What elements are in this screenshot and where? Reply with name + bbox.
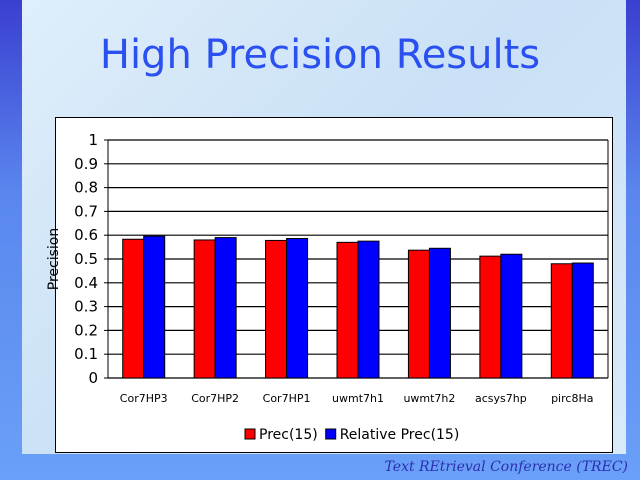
footer-text: Text REtrieval Conference (TREC) (384, 459, 628, 475)
y-tick-label: 0.9 (74, 155, 98, 173)
legend-swatch (325, 428, 337, 440)
x-tick-label: Cor7HP1 (263, 392, 311, 405)
y-tick-label: 0.3 (74, 298, 98, 316)
x-tick-label: uwmt7h2 (403, 392, 455, 405)
bar-relative-prec-uwmt7h1 (357, 240, 380, 379)
bar-relative-prec-uwmt7h2 (428, 247, 451, 379)
bar-prec-Cor7HP2 (193, 239, 216, 379)
legend-label: Prec(15) (259, 427, 318, 443)
x-tick-label: Cor7HP3 (120, 392, 168, 405)
y-tick-label: 0 (88, 369, 98, 387)
x-tick-label: pirc8Ha (551, 392, 593, 405)
y-tick-label: 0.2 (74, 321, 98, 339)
y-tick-label: 0.7 (74, 202, 98, 220)
bar-relative-prec-pirc8Ha (571, 262, 594, 379)
y-tick-label: 0.4 (74, 274, 98, 292)
y-tick-label: 0.6 (74, 226, 98, 244)
bar-relative-prec-acsys7hp (500, 253, 523, 379)
bar-relative-prec-Cor7HP3 (143, 235, 166, 379)
bar-prec-uwmt7h1 (336, 241, 359, 379)
y-tick-label: 1 (88, 131, 98, 149)
y-tick-label: 0.1 (74, 345, 98, 363)
bar-relative-prec-Cor7HP2 (214, 237, 237, 379)
bar-prec-Cor7HP1 (265, 239, 288, 379)
legend-swatch (244, 428, 256, 440)
x-tick-label: Cor7HP2 (191, 392, 239, 405)
y-tick-label: 0.8 (74, 179, 98, 197)
legend-label: Relative Prec(15) (340, 427, 460, 443)
bar-relative-prec-Cor7HP1 (286, 238, 309, 379)
y-tick-label: 0.5 (74, 250, 98, 268)
x-tick-label: uwmt7h1 (332, 392, 384, 405)
bar-prec-uwmt7h2 (407, 249, 430, 379)
slide-title: High Precision Results (99, 32, 541, 78)
bar-prec-acsys7hp (479, 255, 502, 379)
bar-prec-pirc8Ha (550, 263, 573, 379)
y-axis-label: Precision (46, 228, 62, 290)
bar-prec-Cor7HP3 (122, 238, 145, 379)
x-tick-label: acsys7hp (475, 392, 527, 405)
